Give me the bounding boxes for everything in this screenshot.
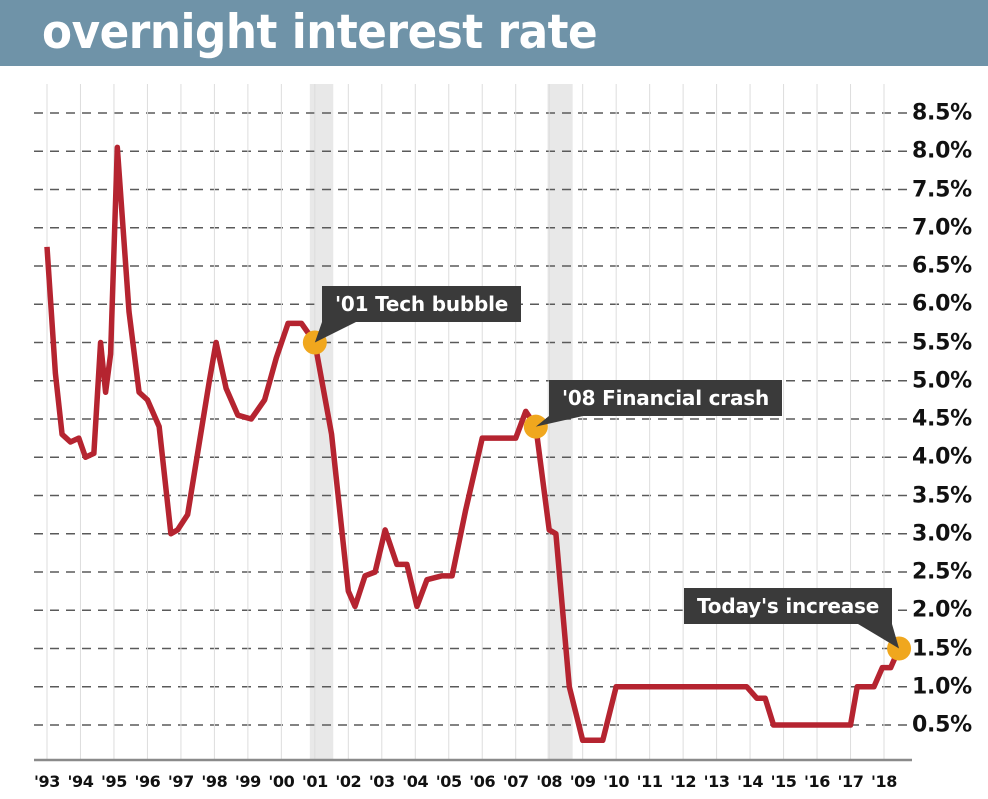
x-axis-tick-label: '01 xyxy=(301,772,328,791)
x-axis-tick-label: '13 xyxy=(703,772,730,791)
x-axis-tick-label: '97 xyxy=(167,772,194,791)
data-series-line xyxy=(44,144,902,744)
y-axis-tick-label: 1.0% xyxy=(912,674,972,700)
recession-band xyxy=(309,84,334,760)
x-axis-tick-label: '05 xyxy=(435,772,462,791)
x-axis-tick-label: '96 xyxy=(134,772,161,791)
x-axis-tick-label: '17 xyxy=(837,772,864,791)
annotation-label-financial-crash: '08 Financial crash xyxy=(549,380,782,416)
chart-plot-area: 8.5% 8.0% 7.5% 7.0% 6.5% 6.0% 5.5% 5.0% 4.5% 4.0%… xyxy=(0,66,988,799)
callout-tail xyxy=(858,624,900,649)
x-axis-tick-label: '93 xyxy=(34,772,60,791)
y-axis-tick-label: 8.0% xyxy=(912,138,972,164)
x-axis-tick-label: '12 xyxy=(670,772,697,791)
x-axis-tick-label: '09 xyxy=(569,772,596,791)
y-axis-tick-label: 5.5% xyxy=(912,330,972,355)
callout-tail xyxy=(535,416,583,427)
x-axis-tick-label: '03 xyxy=(368,772,395,791)
x-axis-tick-label: '99 xyxy=(234,772,261,791)
annotation-label-todays-increase: Today's increase xyxy=(684,588,893,624)
x-axis-tick-label: '07 xyxy=(502,772,529,791)
line-chart-svg xyxy=(34,84,912,762)
y-axis-tick-label: 3.5% xyxy=(912,483,972,508)
y-axis-tick-label: 4.0% xyxy=(912,444,972,470)
y-axis-tick-label: 2.5% xyxy=(912,559,972,585)
x-axis-tick-label: '95 xyxy=(100,772,127,791)
y-axis-tick-label: 2.0% xyxy=(912,597,972,623)
y-axis-tick-label: 3.0% xyxy=(912,521,972,547)
vertical-gridlines-group xyxy=(46,84,885,760)
annotation-label-tech-bubble: '01 Tech bubble xyxy=(322,286,522,322)
y-axis-tick-label: 7.5% xyxy=(912,177,972,202)
y-axis-tick-label: 5.0% xyxy=(912,368,972,394)
x-axis-tick-label: '06 xyxy=(469,772,496,791)
x-axis-tick-label: '11 xyxy=(636,772,663,791)
callout-tail xyxy=(314,322,356,343)
x-axis-tick-label: '98 xyxy=(201,772,228,791)
y-axis-tick-label: 4.5% xyxy=(912,406,972,432)
header-band: overnight interest rate xyxy=(0,0,988,66)
y-axis-tick-label: 6.5% xyxy=(912,253,972,279)
x-axis-tick-label: '08 xyxy=(536,772,563,791)
y-axis-tick-label: 0.5% xyxy=(912,712,972,738)
y-axis-tick-label: 8.5% xyxy=(912,100,972,126)
x-axis-tick-label: '15 xyxy=(770,772,797,791)
callout-tails-group xyxy=(314,322,900,649)
page-title: overnight interest rate xyxy=(42,5,598,60)
x-axis-tick-label: '02 xyxy=(335,772,362,791)
x-axis-tick-label: '00 xyxy=(268,772,295,791)
gridlines-group xyxy=(34,112,912,726)
x-axis-tick-label: '94 xyxy=(67,772,94,791)
x-axis-tick-label: '14 xyxy=(737,772,764,791)
y-axis-tick-label: 6.0% xyxy=(912,291,972,317)
x-axis-tick-label: '10 xyxy=(603,772,630,791)
y-axis-tick-label: 1.5% xyxy=(912,636,972,661)
x-axis-tick-label: '04 xyxy=(402,772,429,791)
x-axis-tick-label: '16 xyxy=(804,772,831,791)
y-axis-tick-label: 7.0% xyxy=(912,215,972,241)
x-axis-tick-label: '18 xyxy=(871,772,897,791)
